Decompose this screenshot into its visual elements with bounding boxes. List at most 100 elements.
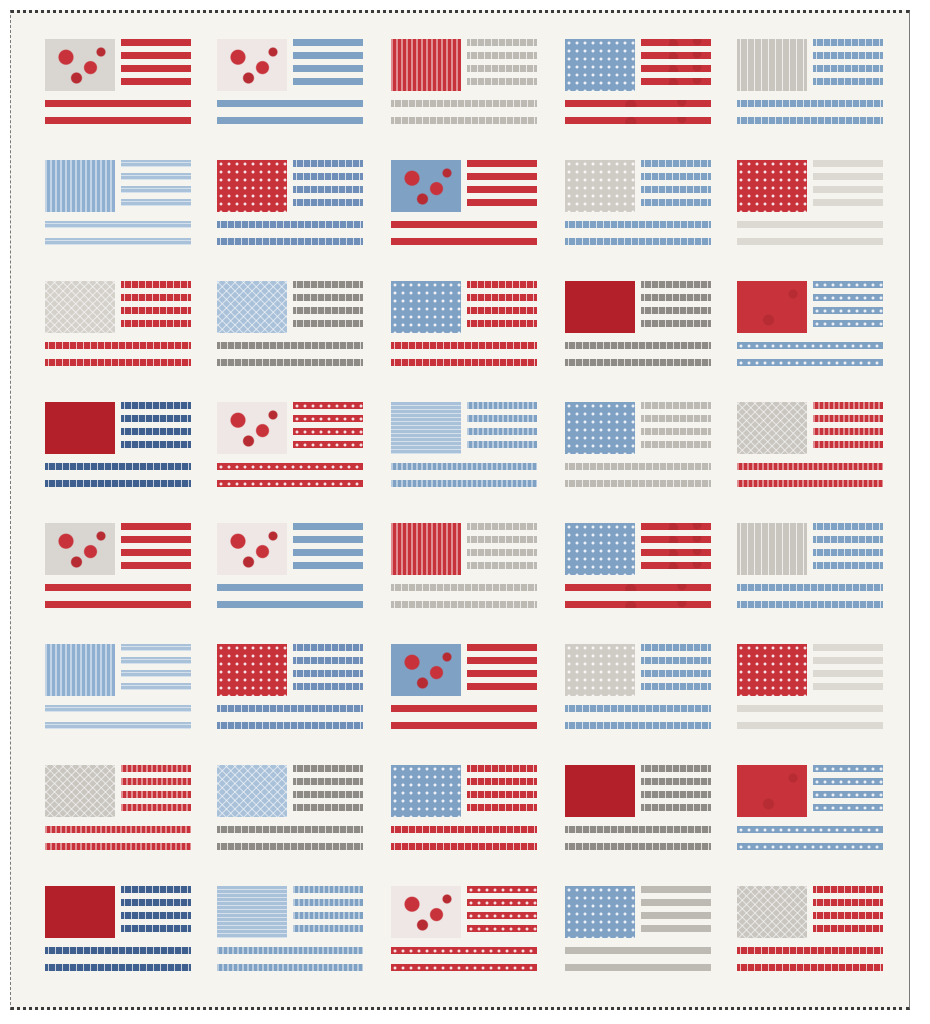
flag-canton — [565, 281, 635, 333]
flag-stripe — [737, 584, 883, 591]
flag-stripe — [813, 186, 883, 193]
flag-stripe — [641, 549, 711, 556]
flag-stripe — [467, 186, 537, 193]
flag-stripe — [467, 160, 537, 167]
flag-stripe — [121, 294, 191, 301]
flag-stripe — [121, 173, 191, 180]
flag-stripe — [467, 657, 537, 664]
flag-block — [217, 281, 363, 377]
flag-stripe — [293, 186, 363, 193]
flag-stripe — [467, 804, 537, 811]
flag-stripe — [813, 925, 883, 932]
flag-stripe — [641, 912, 711, 919]
flag-stripe — [737, 342, 883, 349]
flag-stripe — [467, 402, 537, 409]
flag-stripe — [813, 281, 883, 288]
flag-stripe — [641, 78, 711, 85]
flag-canton — [565, 644, 635, 696]
flag-stripe — [641, 657, 711, 664]
flag-stripe — [121, 549, 191, 556]
flag-stripe — [217, 947, 363, 954]
flag-stripe — [641, 320, 711, 327]
flag-stripe — [565, 826, 711, 833]
flag-stripe — [813, 778, 883, 785]
flag-stripe — [467, 549, 537, 556]
flag-stripe — [467, 294, 537, 301]
flag-stripe — [641, 536, 711, 543]
flag-canton — [45, 160, 115, 212]
flag-canton — [565, 160, 635, 212]
flag-stripe — [45, 359, 191, 366]
flag-canton — [565, 523, 635, 575]
flag-canton — [45, 886, 115, 938]
flag-stripe — [45, 342, 191, 349]
flag-stripe — [467, 765, 537, 772]
flag-stripe — [467, 562, 537, 569]
flag-stripe — [293, 441, 363, 448]
flag-stripe — [293, 765, 363, 772]
flag-canton — [217, 160, 287, 212]
flag-stripe — [641, 441, 711, 448]
flag-stripe — [293, 562, 363, 569]
flag-stripe — [565, 463, 711, 470]
flag-stripe — [641, 562, 711, 569]
flag-stripe — [45, 584, 191, 591]
flag-stripe — [293, 549, 363, 556]
flag-canton — [565, 402, 635, 454]
flag-stripe — [293, 307, 363, 314]
flag-stripe — [121, 925, 191, 932]
flag-stripe — [467, 925, 537, 932]
flag-block — [45, 39, 191, 135]
flag-stripe — [813, 65, 883, 72]
flag-block — [565, 644, 711, 740]
flag-stripe — [45, 463, 191, 470]
flag-block — [737, 644, 883, 740]
quilt — [10, 10, 910, 1010]
flag-stripe — [813, 294, 883, 301]
flag-stripe — [467, 536, 537, 543]
flag-block — [737, 886, 883, 982]
flag-stripe — [45, 601, 191, 608]
flag-stripe — [641, 199, 711, 206]
flag-block — [737, 402, 883, 498]
flag-stripe — [293, 644, 363, 651]
flag-stripe — [641, 39, 711, 46]
flag-stripe — [565, 843, 711, 850]
flag-stripe — [217, 238, 363, 245]
flag-stripe — [565, 117, 711, 124]
flag-stripe — [467, 52, 537, 59]
flag-canton — [565, 886, 635, 938]
flag-block — [565, 281, 711, 377]
flag-stripe — [737, 480, 883, 487]
flag-stripe — [121, 804, 191, 811]
flag-stripe — [121, 899, 191, 906]
flag-stripe — [813, 415, 883, 422]
flag-stripe — [391, 843, 537, 850]
flag-stripe — [565, 584, 711, 591]
flag-stripe — [813, 657, 883, 664]
flag-stripe — [641, 791, 711, 798]
flag-stripe — [45, 722, 191, 729]
flag-canton — [391, 402, 461, 454]
flag-canton — [217, 886, 287, 938]
flag-stripe — [217, 722, 363, 729]
flag-stripe — [45, 221, 191, 228]
flag-block — [737, 765, 883, 861]
flag-stripe — [45, 480, 191, 487]
flag-stripe — [565, 221, 711, 228]
flag-stripe — [737, 100, 883, 107]
flag-stripe — [121, 186, 191, 193]
flag-stripe — [813, 804, 883, 811]
flag-stripe — [813, 886, 883, 893]
flag-stripe — [121, 562, 191, 569]
flag-stripe — [813, 441, 883, 448]
flag-stripe — [467, 523, 537, 530]
flag-stripe — [293, 804, 363, 811]
flag-canton — [391, 765, 461, 817]
flag-stripe — [293, 899, 363, 906]
flag-block — [45, 644, 191, 740]
flag-canton — [45, 765, 115, 817]
flag-stripe — [121, 791, 191, 798]
flag-stripe — [641, 899, 711, 906]
flag-stripe — [641, 160, 711, 167]
